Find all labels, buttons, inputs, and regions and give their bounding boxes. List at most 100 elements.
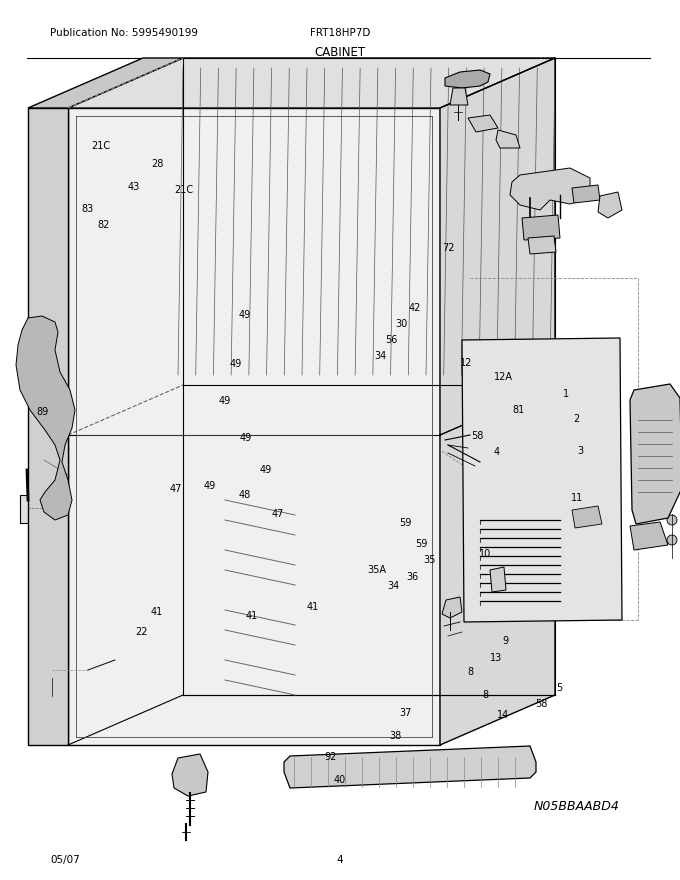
Text: 4: 4 — [493, 447, 500, 458]
Text: 34: 34 — [375, 350, 387, 361]
Polygon shape — [572, 185, 600, 203]
Polygon shape — [572, 506, 602, 528]
Text: 12: 12 — [460, 357, 473, 368]
Text: Publication No: 5995490199: Publication No: 5995490199 — [50, 28, 198, 38]
Text: 59: 59 — [415, 539, 428, 549]
Ellipse shape — [210, 153, 290, 197]
Text: 49: 49 — [239, 310, 251, 320]
Ellipse shape — [208, 620, 216, 626]
Polygon shape — [630, 522, 668, 550]
Text: 41: 41 — [307, 602, 319, 612]
Text: 49: 49 — [229, 359, 241, 370]
Circle shape — [443, 440, 453, 450]
Bar — [20, 495, 38, 523]
Polygon shape — [598, 192, 622, 218]
Text: 4: 4 — [337, 855, 343, 865]
Text: FRT18HP7D: FRT18HP7D — [310, 28, 371, 38]
Text: 37: 37 — [399, 708, 411, 718]
Text: N05BBAABD4: N05BBAABD4 — [534, 800, 620, 813]
Ellipse shape — [298, 494, 306, 500]
Circle shape — [476, 398, 560, 482]
Polygon shape — [445, 70, 490, 88]
Text: 9: 9 — [503, 635, 509, 646]
Text: 40: 40 — [334, 774, 346, 785]
Text: 92: 92 — [324, 752, 337, 762]
Text: 49: 49 — [218, 396, 231, 407]
Polygon shape — [528, 236, 556, 254]
Ellipse shape — [222, 159, 278, 190]
Text: 21C: 21C — [91, 141, 110, 151]
Text: 38: 38 — [390, 730, 402, 741]
Ellipse shape — [298, 584, 306, 590]
Text: 58: 58 — [535, 699, 547, 709]
Bar — [205, 446, 219, 728]
Text: 89: 89 — [36, 407, 48, 417]
Polygon shape — [490, 567, 506, 592]
Polygon shape — [28, 58, 183, 108]
Polygon shape — [172, 754, 208, 796]
Text: 36: 36 — [406, 572, 418, 583]
Text: 82: 82 — [97, 220, 109, 231]
Polygon shape — [468, 115, 498, 132]
Polygon shape — [440, 58, 555, 745]
Circle shape — [44, 662, 60, 678]
Text: 42: 42 — [409, 303, 421, 313]
Circle shape — [555, 191, 565, 201]
Text: 47: 47 — [169, 484, 182, 495]
Polygon shape — [442, 597, 462, 618]
Text: 2: 2 — [573, 414, 580, 424]
Polygon shape — [68, 58, 555, 108]
Circle shape — [525, 195, 535, 205]
Bar — [295, 446, 309, 728]
Ellipse shape — [298, 710, 306, 716]
Circle shape — [561, 435, 575, 449]
Ellipse shape — [208, 692, 216, 698]
Ellipse shape — [298, 638, 306, 644]
Circle shape — [582, 467, 598, 483]
Circle shape — [488, 410, 548, 470]
Polygon shape — [284, 746, 536, 788]
Polygon shape — [16, 316, 75, 520]
Polygon shape — [630, 384, 680, 524]
Ellipse shape — [208, 728, 216, 734]
Text: 49: 49 — [259, 465, 271, 475]
Text: 5: 5 — [556, 683, 562, 693]
Polygon shape — [522, 215, 560, 240]
Circle shape — [529, 571, 543, 585]
Text: 10: 10 — [479, 549, 492, 560]
Circle shape — [466, 451, 474, 459]
Text: 3: 3 — [577, 445, 584, 456]
Text: 49: 49 — [240, 433, 252, 444]
Text: 56: 56 — [386, 334, 398, 345]
Ellipse shape — [298, 512, 306, 518]
Text: 12A: 12A — [494, 371, 513, 382]
Text: 35A: 35A — [367, 565, 386, 576]
Circle shape — [508, 430, 528, 450]
Ellipse shape — [208, 458, 216, 464]
Text: 34: 34 — [387, 581, 399, 591]
Text: 14: 14 — [497, 709, 509, 720]
Polygon shape — [496, 130, 520, 148]
Ellipse shape — [298, 476, 306, 482]
Circle shape — [667, 515, 677, 525]
Circle shape — [448, 434, 456, 442]
Ellipse shape — [208, 710, 216, 716]
Text: 83: 83 — [81, 204, 93, 215]
Text: 35: 35 — [424, 554, 436, 565]
Text: 49: 49 — [203, 480, 216, 491]
Polygon shape — [510, 168, 590, 210]
Ellipse shape — [298, 692, 306, 698]
Circle shape — [456, 440, 464, 448]
Ellipse shape — [298, 620, 306, 626]
Polygon shape — [28, 108, 68, 745]
Ellipse shape — [208, 656, 216, 662]
Ellipse shape — [208, 638, 216, 644]
Text: 72: 72 — [443, 243, 455, 253]
Ellipse shape — [298, 602, 306, 608]
Ellipse shape — [208, 494, 216, 500]
Polygon shape — [450, 88, 468, 105]
Ellipse shape — [298, 674, 306, 680]
Text: 48: 48 — [239, 489, 251, 500]
Text: 59: 59 — [399, 517, 411, 528]
Circle shape — [667, 535, 677, 545]
